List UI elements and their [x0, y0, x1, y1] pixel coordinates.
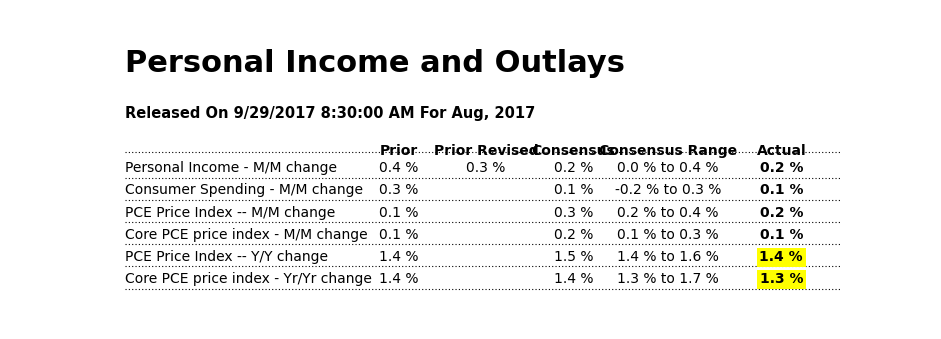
Text: Released On 9/29/2017 8:30:00 AM For Aug, 2017: Released On 9/29/2017 8:30:00 AM For Aug… — [125, 106, 535, 121]
Text: 0.2 %: 0.2 % — [553, 161, 593, 175]
Text: 0.4 %: 0.4 % — [378, 161, 418, 175]
Text: 0.2 % to 0.4 %: 0.2 % to 0.4 % — [617, 206, 719, 220]
Text: 0.3 %: 0.3 % — [466, 161, 505, 175]
Text: Prior: Prior — [379, 144, 418, 158]
Text: Actual: Actual — [757, 144, 806, 158]
Text: Core PCE price index - Yr/Yr change: Core PCE price index - Yr/Yr change — [125, 272, 372, 286]
Text: PCE Price Index -- M/M change: PCE Price Index -- M/M change — [125, 206, 335, 220]
Text: 0.3 %: 0.3 % — [378, 183, 418, 197]
Text: 0.1 %: 0.1 % — [759, 228, 803, 242]
Text: 0.0 % to 0.4 %: 0.0 % to 0.4 % — [617, 161, 719, 175]
Text: 0.2 %: 0.2 % — [759, 206, 803, 220]
Text: 1.4 % to 1.6 %: 1.4 % to 1.6 % — [617, 250, 719, 264]
Text: 0.1 %: 0.1 % — [553, 183, 593, 197]
Text: 1.4 %: 1.4 % — [378, 272, 418, 286]
Text: 0.1 % to 0.3 %: 0.1 % to 0.3 % — [617, 228, 719, 242]
Text: PCE Price Index -- Y/Y change: PCE Price Index -- Y/Y change — [125, 250, 327, 264]
Text: 1.4 %: 1.4 % — [553, 272, 593, 286]
Text: Prior Revised: Prior Revised — [434, 144, 538, 158]
Text: 0.1 %: 0.1 % — [378, 228, 418, 242]
Text: 0.1 %: 0.1 % — [378, 206, 418, 220]
Text: Personal Income and Outlays: Personal Income and Outlays — [125, 48, 625, 78]
Text: 1.4 %: 1.4 % — [378, 250, 418, 264]
Text: -0.2 % to 0.3 %: -0.2 % to 0.3 % — [615, 183, 722, 197]
Text: 1.4 %: 1.4 % — [759, 250, 803, 264]
Text: Consumer Spending - M/M change: Consumer Spending - M/M change — [125, 183, 363, 197]
Text: Consensus: Consensus — [532, 144, 615, 158]
Text: 0.2 %: 0.2 % — [759, 161, 803, 175]
Text: 0.2 %: 0.2 % — [553, 228, 593, 242]
Text: 0.3 %: 0.3 % — [553, 206, 593, 220]
Text: Personal Income - M/M change: Personal Income - M/M change — [125, 161, 337, 175]
Text: Consensus Range: Consensus Range — [599, 144, 738, 158]
Text: 0.1 %: 0.1 % — [759, 183, 803, 197]
Text: 1.3 %: 1.3 % — [759, 272, 803, 286]
Text: 1.3 % to 1.7 %: 1.3 % to 1.7 % — [617, 272, 719, 286]
Text: Core PCE price index - M/M change: Core PCE price index - M/M change — [125, 228, 368, 242]
Text: 1.5 %: 1.5 % — [553, 250, 593, 264]
